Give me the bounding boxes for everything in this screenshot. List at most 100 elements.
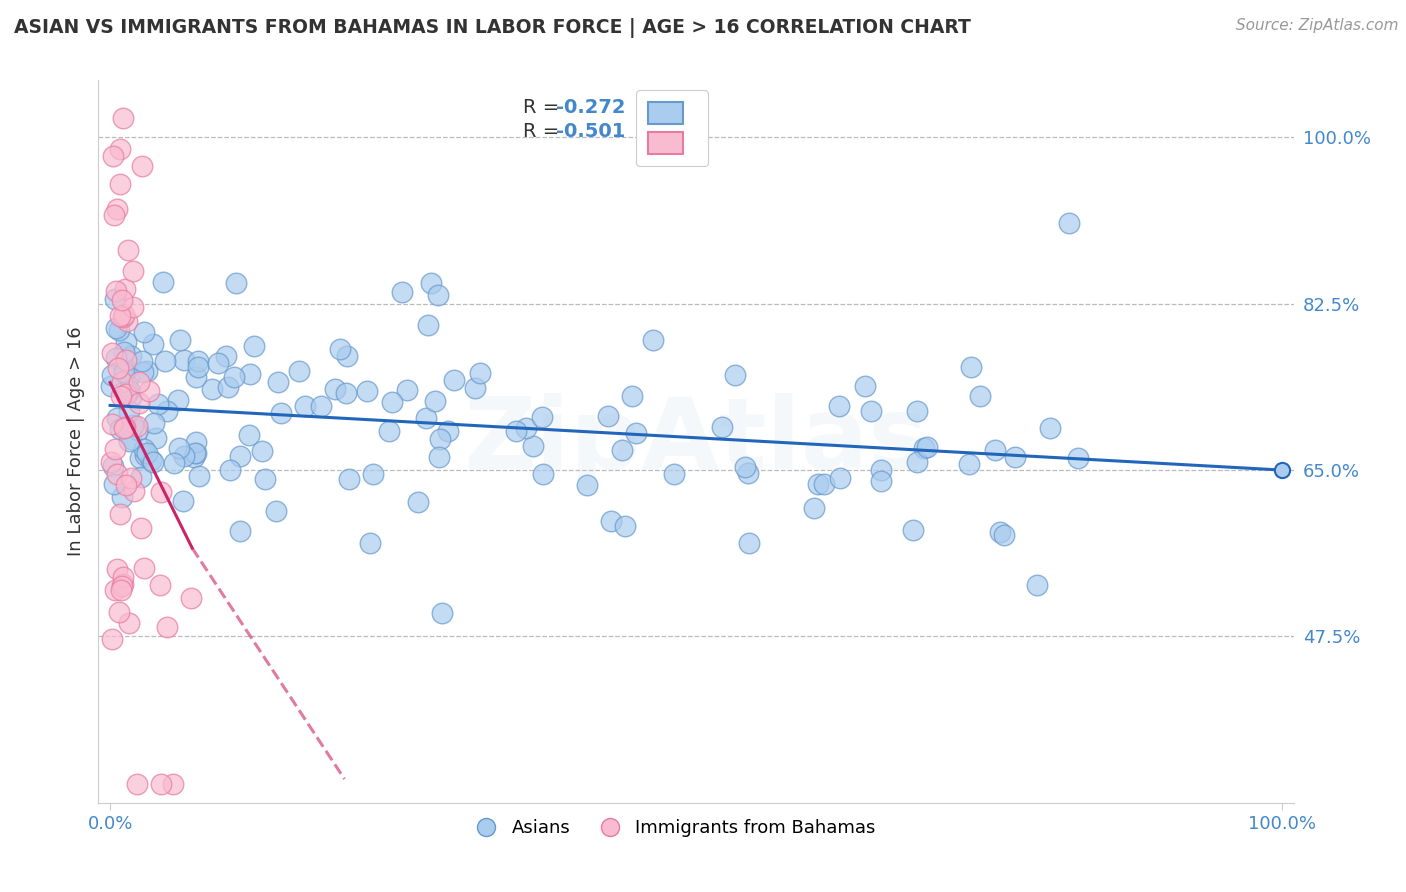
Point [135,364,157,378]
Point [621,389,644,403]
Point [118,370,141,384]
Point [337,472,360,486]
Point [118,615,141,630]
Point [173,449,195,463]
Point [395,383,418,397]
Point [988,524,1011,539]
Point [111,375,134,389]
Point [250,444,273,458]
Text: -0.272: -0.272 [557,98,626,118]
Point [329,343,352,357]
Point [515,421,537,435]
Point [112,421,135,435]
Point [169,333,191,347]
Text: N =: N = [626,98,682,118]
Point [243,339,266,353]
Point [111,112,134,126]
Point [187,469,209,483]
Point [724,368,747,382]
Point [238,428,260,442]
Point [734,460,756,475]
Point [103,459,125,474]
Point [309,399,332,413]
Point [142,336,165,351]
Point [152,275,174,289]
Point [145,431,167,445]
Point [420,276,443,290]
Point [423,393,446,408]
Point [415,410,437,425]
Point [806,477,828,491]
Point [103,209,125,223]
Point [114,477,136,491]
Point [905,455,928,469]
Point [100,379,122,393]
Point [813,477,835,491]
Point [505,425,527,439]
Point [100,632,122,646]
Point [110,142,132,156]
Point [183,446,205,460]
Point [134,442,156,456]
Point [426,288,449,302]
Point [149,777,172,791]
Point [323,383,346,397]
Point [134,448,156,462]
Point [229,524,252,538]
Point [120,432,142,446]
Point [184,446,207,460]
Text: ASIAN VS IMMIGRANTS FROM BAHAMAS IN LABOR FORCE | AGE > 16 CORRELATION CHART: ASIAN VS IMMIGRANTS FROM BAHAMAS IN LABO… [14,18,972,37]
Point [108,422,131,436]
Y-axis label: In Labor Force | Age > 16: In Labor Force | Age > 16 [66,326,84,557]
Point [361,467,384,481]
Point [219,463,242,477]
Point [214,349,236,363]
Point [173,352,195,367]
Point [127,424,149,438]
Point [117,243,139,257]
Point [270,406,292,420]
Point [664,467,686,481]
Point [915,441,938,455]
Point [186,369,208,384]
Point [287,364,309,378]
Point [115,314,138,328]
Point [149,578,172,592]
Point [1067,450,1090,465]
Point [114,420,136,434]
Point [335,385,357,400]
Point [187,353,209,368]
Point [111,293,134,307]
Point [122,484,145,499]
Point [111,578,134,592]
Point [222,369,245,384]
Point [112,365,135,379]
Point [121,418,143,433]
Point [104,351,127,366]
Text: -0.501: -0.501 [557,122,626,141]
Point [613,519,636,533]
Point [101,148,124,162]
Point [429,433,451,447]
Point [957,457,980,471]
Point [120,349,142,363]
Point [143,416,166,430]
Point [105,321,128,335]
Point [112,345,135,359]
Point [120,471,142,485]
Point [108,323,131,337]
Point [128,396,150,410]
Point [153,354,176,368]
Point [381,394,404,409]
Text: 147: 147 [668,98,709,118]
Point [984,442,1007,457]
Point [855,379,877,393]
Point [115,387,138,401]
Point [859,404,882,418]
Point [436,424,458,438]
Point [828,399,851,413]
Point [156,404,179,418]
Point [406,494,429,508]
Point [901,524,924,538]
Point [155,620,177,634]
